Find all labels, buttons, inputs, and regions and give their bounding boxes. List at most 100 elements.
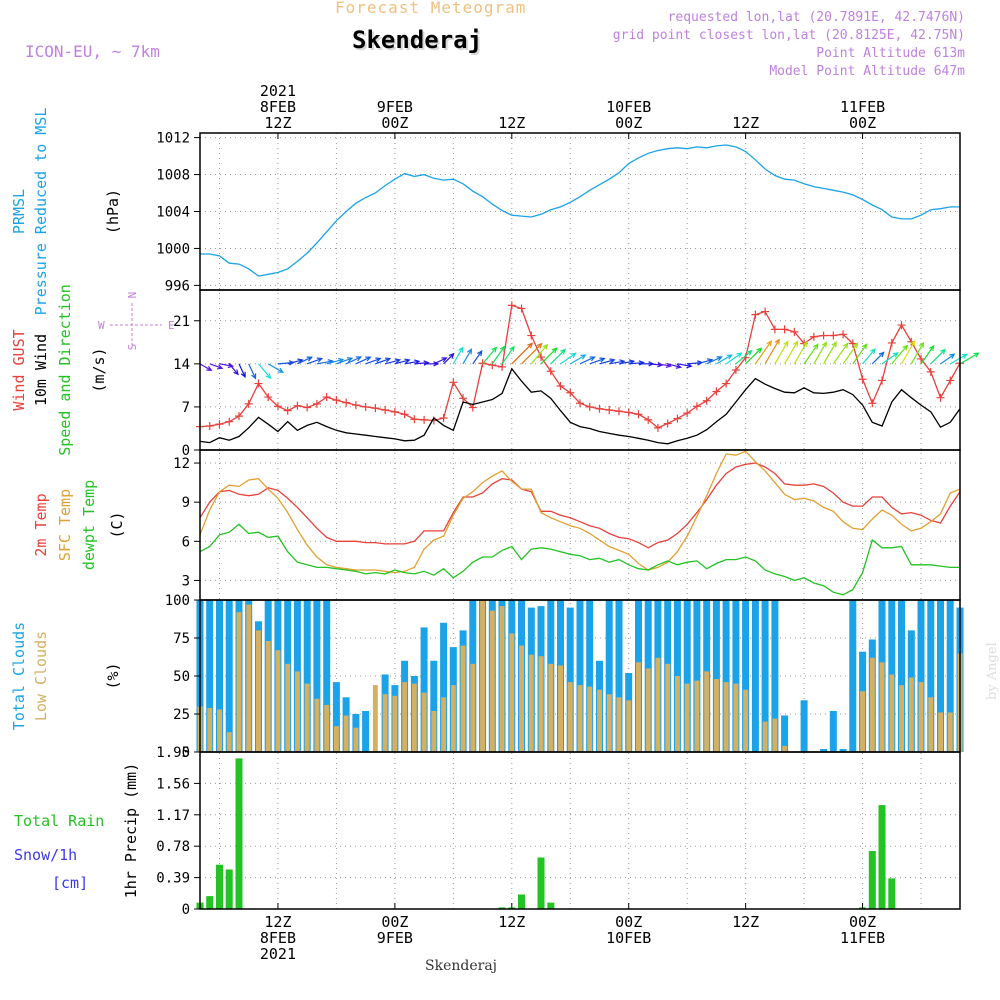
bar <box>675 676 680 752</box>
bar <box>888 878 896 909</box>
y-tick-label: 0 <box>182 443 190 459</box>
axis-label--m-s-: (m/s) <box>90 347 108 392</box>
bar <box>615 600 623 752</box>
x-tick-label-top: 9FEB <box>377 98 413 116</box>
gust-marker <box>897 321 906 330</box>
direction-arrowhead <box>355 356 363 362</box>
gust-marker <box>420 415 429 424</box>
direction-arrowhead <box>580 354 587 360</box>
direction-arrow <box>677 363 692 367</box>
direction-arrowhead <box>570 352 577 358</box>
gust-marker <box>663 419 672 428</box>
bar <box>577 685 583 752</box>
y-tick-label: 25 <box>173 707 190 723</box>
data-marks <box>196 144 980 909</box>
bar <box>771 600 779 752</box>
gust-marker <box>225 417 234 426</box>
gust-marker <box>576 399 584 408</box>
gust-marker <box>332 396 341 405</box>
bar <box>402 682 408 752</box>
gust-marker <box>507 301 516 310</box>
bar <box>499 606 505 752</box>
bar <box>927 600 935 752</box>
direction-arrowhead <box>458 346 464 353</box>
gust-marker <box>517 304 526 313</box>
axis-label-10m-wind: 10m Wind <box>32 334 50 406</box>
bar <box>714 679 719 752</box>
y-tick-label: 6 <box>182 534 190 550</box>
bar <box>820 749 828 752</box>
x-tick-label-bottom: 10FEB <box>606 929 651 947</box>
gust-marker <box>410 415 419 424</box>
gust-marker <box>585 402 594 411</box>
bar <box>751 600 759 752</box>
bar <box>899 685 904 752</box>
direction-arrow <box>706 356 722 365</box>
bar <box>567 682 573 752</box>
series-dewpt-temp <box>199 523 960 596</box>
direction-arrow <box>433 357 447 365</box>
y-tick-label: 1.56 <box>156 776 190 792</box>
y-tick-label: 1008 <box>156 168 190 184</box>
direction-arrow <box>248 363 257 379</box>
gust-marker <box>770 325 779 334</box>
bar <box>722 600 730 752</box>
axis-label--hpa-: (hPa) <box>104 189 122 234</box>
direction-arrowhead <box>766 340 773 347</box>
gust-marker <box>254 379 263 388</box>
gust-marker <box>312 399 321 408</box>
bar <box>295 671 300 752</box>
gust-marker <box>614 407 623 416</box>
panel-labels-clouds: Total Clouds Low Clouds (%) <box>10 622 122 730</box>
gust-marker <box>595 404 604 413</box>
direction-arrow <box>764 339 780 365</box>
direction-arrow <box>550 349 566 365</box>
direction-arrowhead <box>394 358 402 364</box>
x-tick-label-top: 12Z <box>732 114 759 132</box>
bar <box>216 864 223 909</box>
bar <box>566 607 574 752</box>
direction-arrowhead <box>251 373 257 380</box>
panel-labels-pressure: PRMSL Pressure Reduced to MSL (hPa) <box>10 108 122 316</box>
bar <box>918 682 924 752</box>
direction-arrow <box>784 341 798 365</box>
direction-arrow <box>238 363 246 378</box>
gust-marker <box>858 375 867 384</box>
bar <box>800 700 808 752</box>
compass-w: W <box>98 319 105 332</box>
bar <box>761 600 769 752</box>
direction-arrow <box>842 342 858 365</box>
location-title: Skenderaj <box>352 26 483 54</box>
bar <box>206 600 214 752</box>
bar <box>313 600 321 752</box>
x-tick-label-top: 2021 <box>260 82 296 100</box>
direction-arrow <box>716 354 732 365</box>
gust-marker <box>790 327 799 336</box>
direction-arrowhead <box>686 362 693 369</box>
bar <box>470 663 476 752</box>
gust-marker <box>917 354 926 363</box>
bar <box>829 711 837 752</box>
direction-arrow <box>365 357 381 365</box>
direction-arrowhead <box>404 358 411 364</box>
axis-label-precip: 1hr Precip (mm) <box>122 763 140 898</box>
bar <box>538 656 544 752</box>
series-low-clouds <box>197 600 963 752</box>
bar <box>908 677 914 752</box>
gust-marker <box>634 410 643 419</box>
gust-marker <box>293 401 302 410</box>
direction-arrowhead <box>217 364 224 370</box>
bar <box>440 622 448 752</box>
bar <box>626 700 632 752</box>
compass-e: E <box>168 319 175 332</box>
x-tick-label-bottom: 12Z <box>732 913 759 931</box>
gust-marker <box>712 387 721 396</box>
x-tick-label-bottom: 11FEB <box>840 929 885 947</box>
direction-arrow <box>930 349 946 365</box>
direction-arrowhead <box>477 350 483 357</box>
gust-marker <box>537 353 546 362</box>
bar <box>878 805 886 909</box>
bar <box>235 758 243 909</box>
